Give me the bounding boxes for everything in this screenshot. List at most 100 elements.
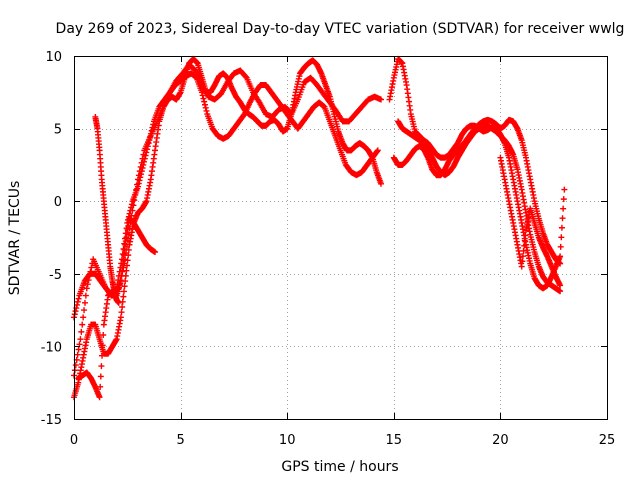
chart-title: Day 269 of 2023, Sidereal Day-to-day VTE… xyxy=(56,21,625,37)
x-tick-label: 5 xyxy=(176,433,184,448)
grid-lines xyxy=(74,56,607,419)
data-point xyxy=(128,204,135,211)
data-point xyxy=(72,362,79,369)
data-point xyxy=(82,292,89,299)
data-points xyxy=(71,55,568,401)
y-tick-label: 10 xyxy=(45,50,62,65)
y-tick-label: -5 xyxy=(49,268,62,283)
data-point xyxy=(138,171,145,178)
data-point xyxy=(81,299,88,306)
data-point xyxy=(127,207,134,214)
data-point xyxy=(134,183,141,190)
data-point xyxy=(520,247,527,254)
data-point xyxy=(99,352,106,359)
data-point xyxy=(81,307,88,314)
data-point xyxy=(519,258,526,265)
data-point xyxy=(560,196,567,203)
data-point xyxy=(374,148,381,155)
series-track-g xyxy=(395,118,564,295)
data-point xyxy=(115,299,122,306)
data-point xyxy=(141,158,148,165)
data-point xyxy=(560,205,567,212)
data-point xyxy=(99,342,106,349)
data-point xyxy=(74,301,81,308)
data-point xyxy=(558,224,565,231)
plot-frame xyxy=(74,56,608,420)
data-point xyxy=(119,251,126,258)
data-point xyxy=(518,263,525,270)
data-point xyxy=(72,308,79,315)
data-point xyxy=(77,336,84,343)
data-point xyxy=(75,295,82,302)
data-point xyxy=(142,152,149,159)
data-point xyxy=(74,298,81,305)
x-tick-label: 0 xyxy=(70,433,78,448)
data-point xyxy=(119,267,126,274)
data-point xyxy=(128,201,135,208)
data-point xyxy=(202,104,209,111)
data-point xyxy=(203,107,210,114)
data-point xyxy=(141,155,148,162)
data-point xyxy=(146,137,153,144)
data-point xyxy=(144,143,151,150)
data-point xyxy=(115,277,122,284)
data-point xyxy=(558,234,565,241)
data-point xyxy=(88,264,95,271)
data-point xyxy=(522,232,529,239)
data-point xyxy=(561,186,568,193)
series-track-f xyxy=(386,55,568,292)
axis-ticks: 0 5 10 15 20 25 -15 -10 -5 0 5 10 xyxy=(41,50,616,448)
data-point xyxy=(521,237,528,244)
y-tick-label: -10 xyxy=(41,340,62,355)
series-track-e xyxy=(92,113,122,306)
data-point xyxy=(100,331,107,338)
data-point xyxy=(138,168,145,175)
series-track-i xyxy=(497,154,564,289)
data-point xyxy=(83,285,90,292)
data-point xyxy=(78,328,85,335)
data-point xyxy=(120,288,127,295)
data-point xyxy=(139,165,146,172)
data-point xyxy=(378,180,385,187)
data-point xyxy=(145,140,152,147)
data-point xyxy=(147,130,154,137)
data-point xyxy=(75,346,82,353)
data-point xyxy=(557,260,564,267)
data-point xyxy=(79,321,86,328)
data-point xyxy=(557,282,564,289)
data-point xyxy=(152,249,159,256)
y-tick-label: -15 xyxy=(41,413,62,428)
data-point xyxy=(118,309,125,316)
data-point xyxy=(201,98,208,105)
data-point xyxy=(148,127,155,134)
y-axis-title: SDTVAR / TECUs xyxy=(7,181,23,296)
data-point xyxy=(144,146,151,153)
data-point xyxy=(143,149,150,156)
x-tick-label: 25 xyxy=(599,433,616,448)
data-point xyxy=(84,281,91,288)
data-point xyxy=(117,314,124,321)
series-track-d xyxy=(75,215,159,401)
data-point xyxy=(120,252,127,259)
data-point xyxy=(120,257,127,264)
data-point xyxy=(374,147,381,154)
data-point xyxy=(74,351,81,358)
data-point xyxy=(119,262,126,269)
data-point xyxy=(120,293,127,300)
x-tick-label: 20 xyxy=(492,433,509,448)
data-point xyxy=(96,394,103,401)
series-track-c xyxy=(71,55,385,401)
data-point xyxy=(137,174,144,181)
y-tick-label: 0 xyxy=(54,195,62,210)
data-point xyxy=(118,272,125,279)
data-point xyxy=(242,73,249,80)
series-track-h xyxy=(390,116,564,267)
data-point xyxy=(378,96,385,103)
data-point xyxy=(557,288,564,295)
data-point xyxy=(199,92,206,99)
data-point xyxy=(557,243,564,250)
data-point xyxy=(80,314,87,321)
data-point xyxy=(121,283,128,290)
data-point xyxy=(149,124,156,131)
data-point xyxy=(97,373,104,380)
